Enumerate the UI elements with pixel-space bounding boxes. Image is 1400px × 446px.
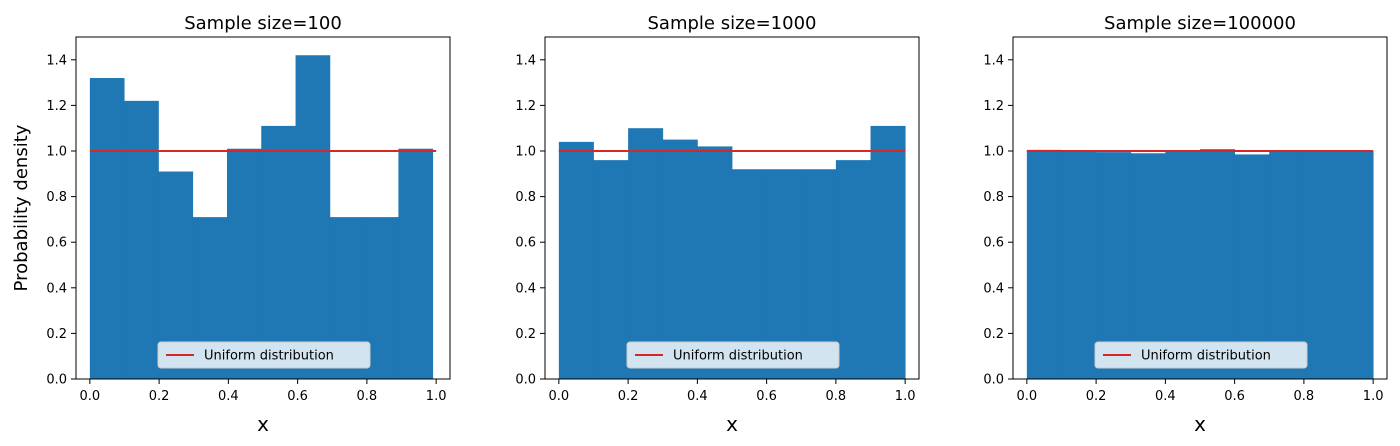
y-tick-label: 0.0 [46, 373, 67, 388]
y-tick-label: 0.8 [983, 190, 1004, 205]
y-tick-label: 1.0 [46, 145, 67, 160]
x-tick-label: 0.2 [1086, 389, 1107, 404]
x-axis-label: x [726, 412, 738, 436]
y-tick-label: 0.8 [46, 190, 67, 205]
histogram-bar [89, 78, 125, 379]
y-tick-label: 0.2 [515, 327, 536, 342]
x-tick-label: 0.2 [149, 389, 170, 404]
chart-title: Sample size=1000 [647, 13, 816, 34]
histogram-bar [1303, 151, 1339, 379]
histogram-bar [398, 148, 434, 379]
histogram-bar [628, 128, 664, 379]
histogram-bar [1165, 150, 1201, 379]
chart-panel-2: 0.0 0.2 0.4 0.6 0.8 1.0 0.0 0.2 0.4 0.6 0.8 1.0 1.2 1… [515, 13, 920, 436]
legend: Uniform distribution [626, 341, 840, 369]
x-tick-label: 1.0 [895, 389, 916, 404]
y-tick-label: 1.4 [515, 53, 536, 68]
histogram-bar [124, 100, 159, 379]
y-tick-label: 1.2 [46, 99, 67, 114]
histogram-bar [1130, 153, 1166, 379]
histogram-bar [870, 125, 906, 379]
x-tick-label: 0.6 [756, 389, 777, 404]
x-tick-label: 1.0 [426, 389, 447, 404]
y-tick-label: 0.6 [46, 236, 67, 251]
histogram-bar [295, 55, 331, 380]
legend: Uniform distribution [1094, 341, 1308, 369]
y-tick-label: 0.4 [46, 281, 67, 296]
histogram-bars [558, 125, 906, 379]
histogram-bar [1061, 150, 1097, 379]
histogram-bar [1269, 151, 1305, 379]
y-tick-label: 1.2 [515, 99, 536, 114]
axes-frame [544, 36, 920, 380]
x-axis-label: x [257, 412, 269, 436]
y-tick-label: 1.4 [46, 53, 67, 68]
histogram-bar [558, 141, 594, 379]
x-tick-label: 0.0 [80, 389, 101, 404]
histogram-bar [662, 139, 698, 379]
histogram-bar [835, 160, 871, 379]
y-tick-label: 0.2 [46, 327, 67, 342]
legend-box [1094, 341, 1308, 369]
legend-entry-label: Uniform distribution [1141, 349, 1271, 364]
x-tick-label: 1.0 [1363, 389, 1384, 404]
x-tick-label: 0.4 [218, 389, 239, 404]
histogram-bar [261, 125, 296, 379]
histogram-bar [697, 146, 733, 379]
histogram-bar [1200, 149, 1236, 379]
chart-title: Sample size=100000 [1104, 13, 1296, 34]
x-tick-label: 0.6 [1224, 389, 1245, 404]
histogram-bar [593, 160, 629, 379]
histogram-bar [1338, 151, 1374, 379]
x-axis-label: x [1194, 412, 1206, 436]
legend-entry-label: Uniform distribution [673, 349, 803, 364]
y-tick-label: 0.6 [515, 236, 536, 251]
x-tick-label: 0.8 [1294, 389, 1315, 404]
y-tick-label: 1.0 [515, 145, 536, 160]
x-tick-label: 0.4 [687, 389, 708, 404]
chart-panel-3: 0.0 0.2 0.4 0.6 0.8 1.0 0.0 0.2 0.4 0.6 0.8 1.0 1.2 1… [983, 13, 1388, 436]
y-tick-label: 0.4 [983, 281, 1004, 296]
histogram-bars [1026, 149, 1374, 379]
histogram-bar [1026, 149, 1062, 379]
x-tick-label: 0.0 [1017, 389, 1038, 404]
axes-frame [75, 36, 451, 380]
y-tick-label: 0.2 [983, 327, 1004, 342]
y-tick-label: 0.6 [983, 236, 1004, 251]
y-tick-label: 0.4 [515, 281, 536, 296]
y-tick-label: 0.0 [515, 373, 536, 388]
x-tick-label: 0.0 [549, 389, 570, 404]
legend: Uniform distribution [157, 341, 371, 369]
x-tick-label: 0.6 [287, 389, 308, 404]
y-tick-label: 1.0 [983, 145, 1004, 160]
histogram-bar [226, 148, 262, 379]
chart-title: Sample size=100 [184, 13, 342, 34]
y-tick-label: 0.0 [983, 373, 1004, 388]
histogram-bars [89, 55, 434, 380]
chart-panels: 0.0 0.2 0.4 0.6 0.8 1.0 0.0 0.2 0.4 0.6 0.8 1.0 1.2 1… [46, 13, 1388, 436]
x-tick-label: 0.8 [826, 389, 847, 404]
legend-box [626, 341, 840, 369]
histogram-bar [1096, 152, 1132, 379]
x-tick-label: 0.8 [357, 389, 378, 404]
y-tick-label: 0.8 [515, 190, 536, 205]
legend-box [157, 341, 371, 369]
chart-panel-1: 0.0 0.2 0.4 0.6 0.8 1.0 0.0 0.2 0.4 0.6 0.8 1.0 1.2 1… [46, 13, 451, 436]
x-tick-label: 0.4 [1155, 389, 1176, 404]
y-tick-label: 1.4 [983, 53, 1004, 68]
x-tick-label: 0.2 [618, 389, 639, 404]
axes-frame [1012, 36, 1388, 380]
y-tick-label: 1.2 [983, 99, 1004, 114]
y-axis-label: Probability density [11, 124, 32, 291]
legend-entry-label: Uniform distribution [204, 349, 334, 364]
